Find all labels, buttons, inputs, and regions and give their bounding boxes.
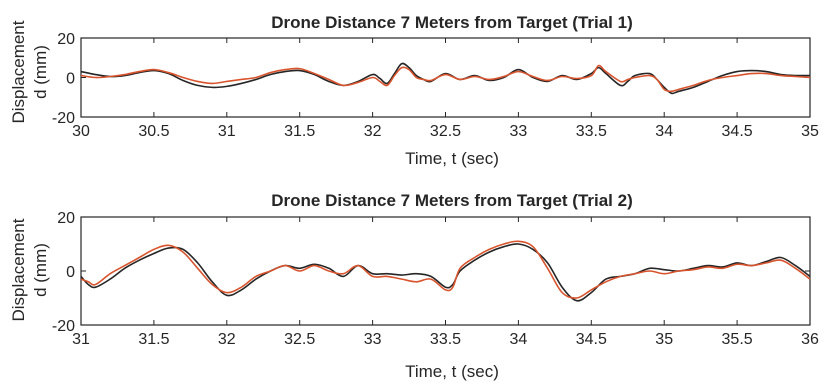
x-tick-label: 31 <box>218 123 236 140</box>
x-tick-label: 33.5 <box>576 123 607 140</box>
x-tick-label: 35 <box>655 331 673 348</box>
x-tick-label: 31 <box>72 331 90 348</box>
x-tick-label: 35 <box>801 123 819 140</box>
x-tick-label: 36 <box>801 331 819 348</box>
x-tick-label: 31.5 <box>138 331 169 348</box>
series-line-1 <box>80 243 811 302</box>
y-tick-label: 0 <box>66 71 75 88</box>
x-tick-label: 32 <box>218 331 236 348</box>
x-tick-label: 34 <box>655 123 673 140</box>
x-tick-label: 34.5 <box>722 123 753 140</box>
x-tick-label: 30 <box>72 123 90 140</box>
x-axis-label: Time, t (sec) <box>405 149 499 168</box>
plot-area <box>80 216 811 326</box>
x-axis-label: Time, t (sec) <box>405 362 499 381</box>
x-tick-label: 32.5 <box>284 331 315 348</box>
chart-title-trial-1: Drone Distance 7 Meters from Target (Tri… <box>271 13 633 32</box>
series-line-2 <box>80 64 811 93</box>
chart-title-trial-2: Drone Distance 7 Meters from Target (Tri… <box>271 191 633 210</box>
x-tick-label: 34 <box>510 331 528 348</box>
data-marks: 30 30.5 31 31.5 32 32.5 33 33.5 34 34.5 35 -20 0 20 <box>52 31 819 140</box>
y-tick-label: 20 <box>57 31 75 48</box>
x-tick-label: 33.5 <box>430 331 461 348</box>
data-marks: 31 31.5 32 32.5 33 33.5 34 34.5 35 35.5 36 -20 0 20 <box>52 210 819 348</box>
x-tick-label: 35.5 <box>722 331 753 348</box>
x-tick-label: 31.5 <box>284 123 315 140</box>
y-tick-label: -20 <box>52 318 75 335</box>
y-axis-label-line-1: Displacement <box>9 20 28 123</box>
y-axis-label-line-1: Displacement <box>9 218 28 321</box>
y-axis-label-line-2: d (mm) <box>31 45 50 99</box>
chart-trial-2: Drone Distance 7 Meters from Target (Tri… <box>9 191 819 381</box>
series-line-2 <box>80 240 811 299</box>
chart-trial-1: Drone Distance 7 Meters from Target (Tri… <box>9 13 819 168</box>
y-tick-label: 0 <box>66 264 75 281</box>
series-line-1 <box>80 62 811 95</box>
x-tick-label: 32 <box>364 123 382 140</box>
x-tick-label: 30.5 <box>138 123 169 140</box>
x-tick-label: 33 <box>364 331 382 348</box>
y-axis-label-line-2: d (mm) <box>31 243 50 297</box>
plot-area <box>80 37 811 118</box>
y-tick-label: 20 <box>57 210 75 227</box>
y-tick-label: -20 <box>52 110 75 127</box>
x-tick-label: 34.5 <box>576 331 607 348</box>
x-tick-label: 33 <box>510 123 528 140</box>
x-tick-label: 32.5 <box>430 123 461 140</box>
